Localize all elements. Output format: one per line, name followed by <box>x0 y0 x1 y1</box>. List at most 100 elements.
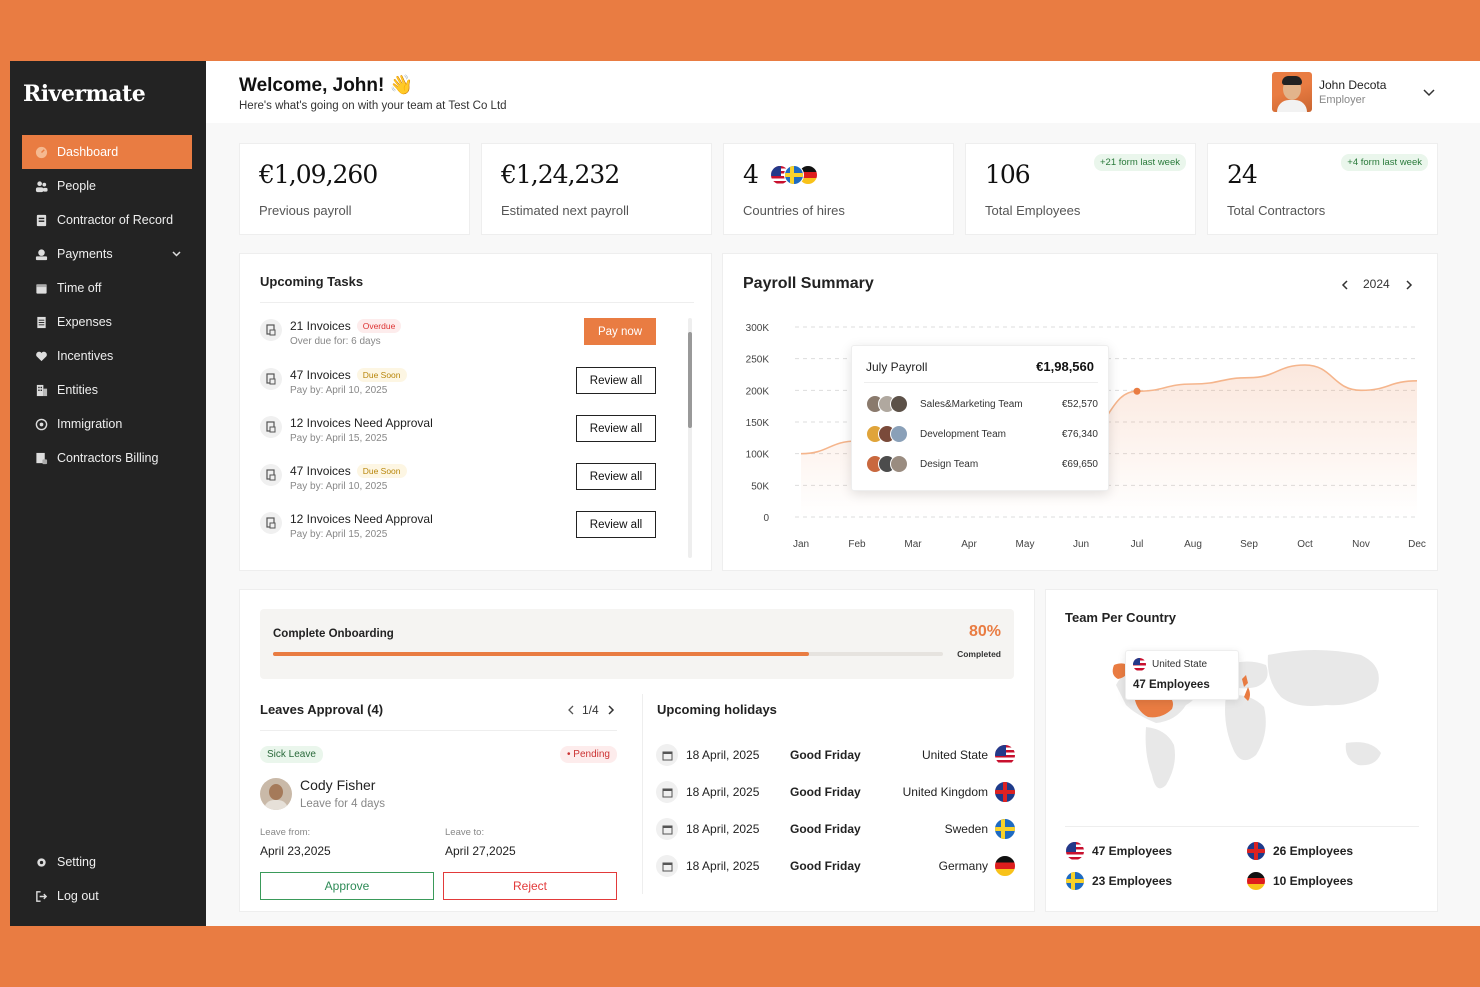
due-soon-badge: Due Soon <box>356 368 407 382</box>
holiday-row: 18 April, 2025 Good Friday Sweden <box>656 817 1016 841</box>
task-row: 47 Invoices Due Soon Pay by: April 10, 20… <box>260 459 674 499</box>
invoice-icon <box>260 368 282 390</box>
tooltip-row: Design Team €69,650 <box>866 455 1098 477</box>
uk-flag-icon <box>1246 841 1266 861</box>
stat-label: Total Employees <box>985 203 1081 218</box>
main-content: Welcome, John! 👋 Here's what's going on … <box>206 61 1480 926</box>
x-tick-label: Aug <box>1184 539 1202 550</box>
calendar-icon <box>34 281 48 295</box>
sidebar-item-dashboard[interactable]: Dashboard <box>22 135 192 169</box>
header: Welcome, John! 👋 Here's what's going on … <box>206 61 1480 123</box>
sidebar-item-label: Dashboard <box>57 145 119 159</box>
stat-card-next-payroll: €1,24,232 Estimated next payroll <box>481 143 712 235</box>
holiday-country: United Kingdom <box>902 785 988 799</box>
leaves-pager: 1/4 <box>582 703 599 717</box>
prev-page-icon[interactable] <box>566 703 576 721</box>
holiday-name: Good Friday <box>790 748 861 762</box>
task-row: 21 Invoices Overdue Over due for: 6 days … <box>260 314 674 354</box>
country-employees-germany: 10 Employees <box>1246 871 1353 891</box>
sidebar-item-time-off[interactable]: Time off <box>22 271 192 305</box>
y-tick-label: 200K <box>746 386 770 397</box>
holiday-country: Sweden <box>944 822 988 836</box>
calendar-icon <box>656 855 678 877</box>
highlight-point[interactable] <box>1133 387 1141 395</box>
sidebar-item-entities[interactable]: Entities <box>22 373 192 407</box>
stat-label: Estimated next payroll <box>501 203 629 218</box>
building-icon <box>34 383 48 397</box>
country-employees-sweden: 23 Employees <box>1065 871 1172 891</box>
review-all-button[interactable]: Review all <box>576 511 656 538</box>
chevron-down-icon[interactable] <box>171 248 182 262</box>
progress-fill <box>273 652 809 656</box>
page-subtitle: Here's what's going on with your team at… <box>239 100 507 112</box>
sweden-flag-icon <box>784 165 804 185</box>
progress-track <box>273 652 943 656</box>
app-window: Rivermate Dashboard People Contractor of… <box>10 61 1480 926</box>
team-avatars <box>866 395 908 413</box>
holiday-name: Good Friday <box>790 859 861 873</box>
stat-badge: +4 form last week <box>1341 154 1428 171</box>
holiday-date: 18 April, 2025 <box>686 785 760 799</box>
stat-badge: +21 form last week <box>1094 154 1186 171</box>
onboarding-completed: Completed <box>957 649 1001 659</box>
leave-status-badge: • Pending <box>560 746 617 763</box>
calendar-icon <box>656 744 678 766</box>
next-page-icon[interactable] <box>606 703 616 721</box>
sidebar-item-logout[interactable]: Log out <box>22 879 192 913</box>
sidebar-item-label: Setting <box>57 855 96 869</box>
sidebar-item-immigration[interactable]: Immigration <box>22 407 192 441</box>
task-row: 12 Invoices Need Approval Pay by: April … <box>260 507 674 547</box>
section-title: Team Per Country <box>1065 610 1177 625</box>
onboarding-progress: Complete Onboarding 80% Completed <box>260 609 1014 679</box>
stat-value: 4 <box>743 160 759 189</box>
x-tick-label: Jun <box>1073 539 1089 550</box>
onboarding-leaves-card: Complete Onboarding 80% Completed Leaves… <box>239 589 1035 912</box>
next-year-icon[interactable] <box>1403 278 1415 296</box>
tasks-scrollbar[interactable] <box>688 318 692 558</box>
country-employees-uk: 26 Employees <box>1246 841 1353 861</box>
germany-flag-icon <box>1246 871 1266 891</box>
user-name: John Decota <box>1319 78 1387 92</box>
pay-now-button[interactable]: Pay now <box>584 318 656 345</box>
stat-card-total-employees: 106 +21 form last week Total Employees <box>965 143 1196 235</box>
y-tick-label: 300K <box>746 323 770 334</box>
sidebar-item-label: Incentives <box>57 349 114 363</box>
task-name: 12 Invoices Need Approval <box>290 416 433 430</box>
sidebar-item-contractors-billing[interactable]: Contractors Billing <box>22 441 192 475</box>
approve-button[interactable]: Approve <box>260 872 434 900</box>
reject-button[interactable]: Reject <box>443 872 617 900</box>
sweden-flag-icon <box>994 818 1016 840</box>
avatar[interactable] <box>1272 72 1312 112</box>
x-tick-label: Nov <box>1352 539 1370 550</box>
sidebar-item-people[interactable]: People <box>22 169 192 203</box>
prev-year-icon[interactable] <box>1339 278 1351 296</box>
stat-value: €1,09,260 <box>259 160 378 189</box>
sidebar-item-contractor-of-record[interactable]: Contractor of Record <box>22 203 192 237</box>
x-tick-label: Mar <box>904 539 922 550</box>
sidebar-item-label: Log out <box>57 889 99 903</box>
task-name: 47 Invoices Due Soon <box>290 368 407 382</box>
avatar <box>260 778 292 810</box>
review-all-button[interactable]: Review all <box>576 367 656 394</box>
review-all-button[interactable]: Review all <box>576 463 656 490</box>
stat-card-countries: 4 Countries of hires <box>723 143 954 235</box>
x-tick-label: Apr <box>961 539 977 550</box>
chevron-down-icon[interactable] <box>1422 85 1436 104</box>
globe-icon <box>34 417 48 431</box>
team-per-country-card: Team Per Country United State 47 Employe… <box>1045 589 1438 912</box>
sidebar-item-label: Time off <box>57 281 102 295</box>
section-title: Upcoming Tasks <box>260 274 364 289</box>
sidebar-item-incentives[interactable]: Incentives <box>22 339 192 373</box>
sidebar-item-label: Immigration <box>57 417 123 431</box>
stat-label: Previous payroll <box>259 203 352 218</box>
page-title: Welcome, John! 👋 <box>239 75 414 96</box>
us-flag-icon <box>1065 841 1085 861</box>
sidebar-item-setting[interactable]: Setting <box>22 845 192 879</box>
sidebar-item-payments[interactable]: Payments <box>22 237 192 271</box>
sidebar-item-label: Contractors Billing <box>57 451 159 465</box>
holidays-title: Upcoming holidays <box>657 702 777 717</box>
sidebar-item-expenses[interactable]: Expenses <box>22 305 192 339</box>
review-all-button[interactable]: Review all <box>576 415 656 442</box>
leave-to-label: Leave to: <box>445 827 485 838</box>
scrollbar-thumb[interactable] <box>688 332 692 428</box>
